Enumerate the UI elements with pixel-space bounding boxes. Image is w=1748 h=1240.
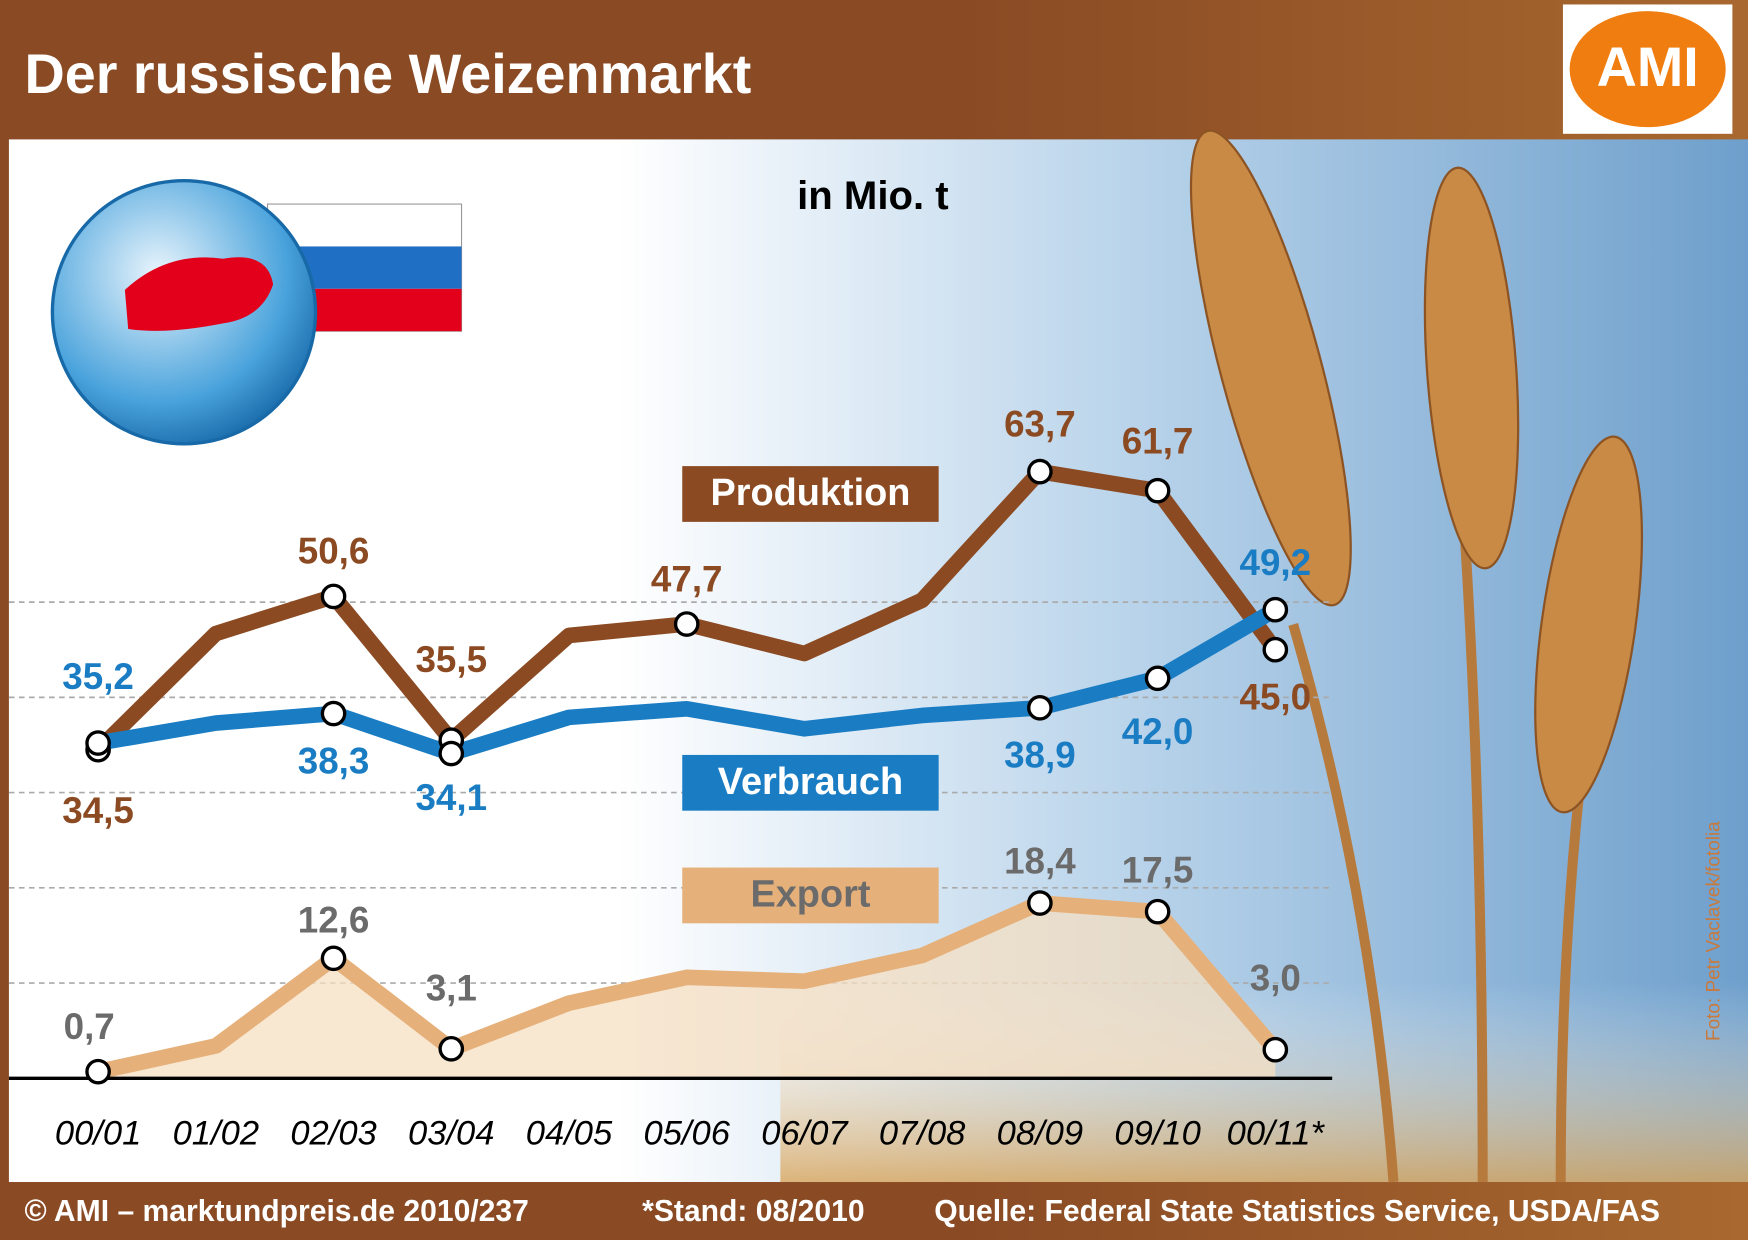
- value-label: 18,4: [1004, 841, 1076, 882]
- legend-label: Export: [750, 874, 870, 916]
- photo-credit: Foto: Petr Vaclavek/fotolia: [1704, 821, 1725, 1041]
- x-tick-label: 02/03: [290, 1114, 376, 1152]
- value-label: 34,5: [62, 790, 134, 831]
- footer-date: *Stand: 08/2010: [642, 1195, 864, 1228]
- x-tick-label: 04/05: [526, 1114, 613, 1152]
- point: [438, 740, 465, 767]
- footer-copyright: © AMI – marktundpreis.de 2010/237: [25, 1195, 529, 1228]
- point: [1027, 695, 1053, 721]
- value-label: 0,7: [64, 1006, 115, 1047]
- x-tick-label: 06/07: [761, 1114, 849, 1152]
- value-label: 42,0: [1122, 711, 1194, 752]
- value-label: 38,3: [298, 740, 370, 781]
- legend-box: [682, 754, 939, 811]
- line: [96, 895, 1282, 1080]
- chart-title: Der russische Weizenmarkt: [25, 43, 752, 105]
- line: [96, 602, 1280, 762]
- legend-label: Produktion: [710, 472, 910, 514]
- value-label: 47,7: [651, 558, 723, 599]
- value-label: 49,2: [1240, 542, 1312, 583]
- value-label: 38,9: [1004, 735, 1076, 776]
- x-tick-label: 00/01: [55, 1114, 141, 1152]
- logo: [1569, 11, 1726, 128]
- value-label: 35,2: [62, 656, 134, 697]
- point: [438, 1035, 465, 1062]
- point: [1144, 665, 1171, 692]
- value-label: 61,7: [1122, 421, 1194, 462]
- point: [85, 1058, 111, 1085]
- value-label: 12,6: [298, 899, 370, 940]
- globe-flag: [50, 178, 463, 446]
- area: [98, 903, 1276, 1079]
- point: [320, 583, 347, 610]
- x-tick-label: 08/09: [997, 1114, 1083, 1152]
- value-label: 3,0: [1250, 957, 1301, 998]
- value-label: 17,5: [1122, 849, 1194, 890]
- value-label: 34,1: [415, 777, 487, 818]
- point: [1262, 596, 1289, 623]
- point: [1027, 890, 1053, 916]
- logo-text: AMI: [1597, 36, 1699, 98]
- unit-label: in Mio. t: [797, 173, 949, 218]
- point: [320, 700, 347, 727]
- legend-box: [682, 867, 939, 924]
- legend-label: Verbrauch: [718, 761, 903, 803]
- x-tick-label: 01/02: [173, 1114, 259, 1152]
- point: [85, 730, 111, 756]
- point: [673, 611, 700, 637]
- value-label: 50,6: [298, 531, 370, 572]
- legend-box: [682, 466, 939, 522]
- value-label: 3,1: [426, 968, 477, 1009]
- footer-source: Quelle: Federal State Statistics Service…: [934, 1195, 1660, 1228]
- x-tick-label: 07/08: [879, 1114, 966, 1152]
- point: [1262, 1036, 1289, 1063]
- x-tick-label: 03/04: [408, 1114, 494, 1152]
- x-tick-label: 05/06: [643, 1114, 730, 1152]
- point: [1027, 458, 1053, 485]
- value-label: 35,5: [415, 639, 487, 680]
- point: [1144, 477, 1171, 504]
- wheat: [1189, 129, 1644, 1183]
- point: [1262, 636, 1289, 663]
- x-tick-label: 09/10: [1114, 1114, 1200, 1152]
- point: [320, 945, 347, 972]
- value-label: 45,0: [1240, 677, 1312, 718]
- x-tick-label: 00/11*: [1227, 1114, 1326, 1152]
- value-label: 63,7: [1004, 404, 1076, 445]
- point: [1144, 898, 1171, 925]
